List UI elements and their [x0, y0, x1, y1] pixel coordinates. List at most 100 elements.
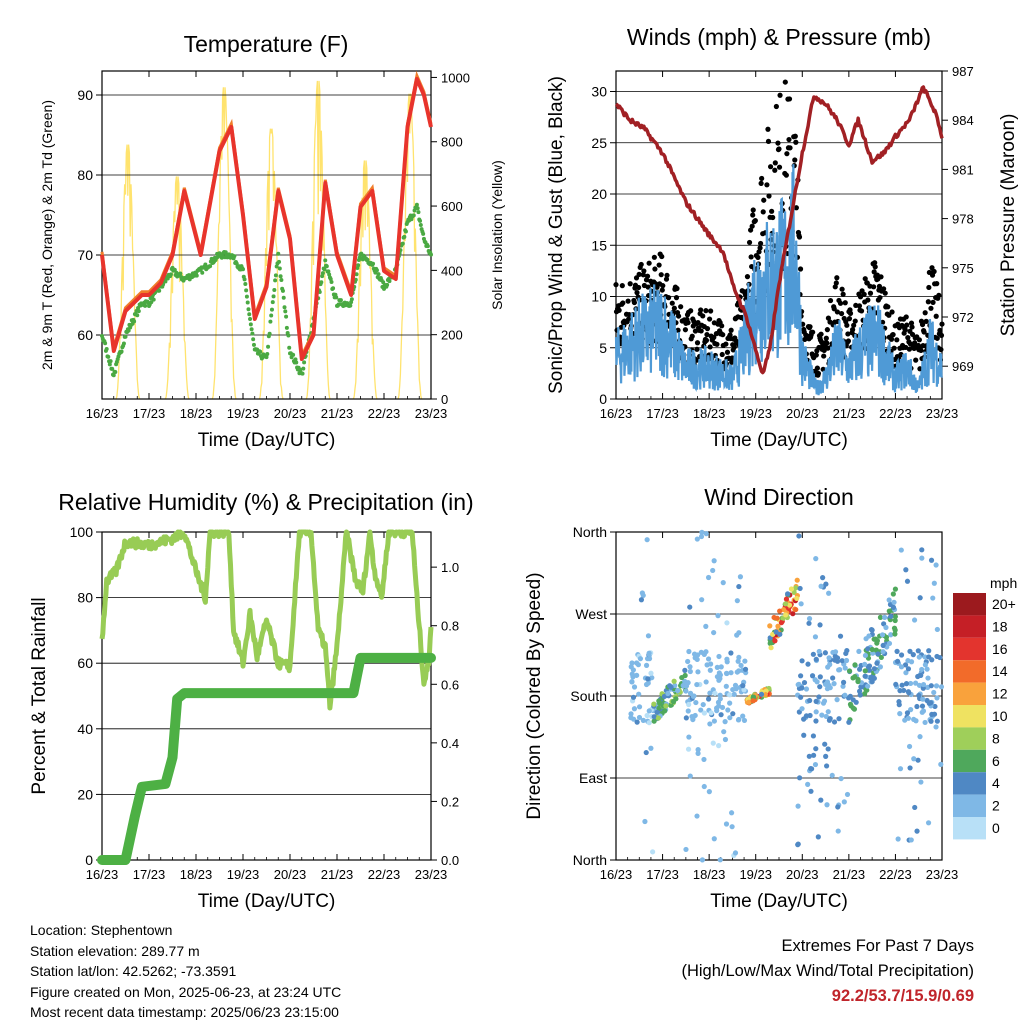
x-axis-label: Time (Day/UTC) — [710, 430, 848, 451]
direction-point — [806, 753, 812, 759]
direction-point — [717, 692, 723, 698]
direction-point — [698, 707, 704, 713]
direction-point — [928, 700, 934, 706]
direction-point — [712, 690, 718, 696]
direction-point — [741, 687, 747, 693]
gust-point — [916, 337, 922, 343]
gust-point — [659, 287, 665, 293]
direction-point — [886, 640, 893, 647]
gust-point — [925, 299, 931, 305]
y2-tick-label: 981 — [952, 162, 974, 177]
dewpoint-point — [300, 371, 305, 376]
direction-point — [813, 709, 819, 715]
gust-point — [658, 272, 664, 278]
direction-point — [646, 708, 652, 714]
legend-label: 14 — [992, 663, 1008, 679]
gust-point — [934, 335, 940, 341]
direction-point — [823, 713, 829, 720]
direction-point — [903, 567, 909, 573]
direction-point — [687, 664, 693, 670]
direction-point — [822, 681, 829, 687]
direction-point — [801, 679, 808, 686]
direction-point — [648, 670, 654, 676]
gust-point — [669, 300, 675, 306]
direction-point — [645, 633, 652, 639]
direction-point — [656, 698, 662, 704]
winds-pressure-panel: Winds (mph) & Pressure (mb) 0 5 10 15 20 25 30 9… — [546, 24, 1019, 451]
direction-point — [925, 675, 931, 681]
direction-point — [813, 556, 819, 562]
dewpoint-point — [248, 322, 253, 327]
legend-swatch — [953, 817, 986, 840]
y2-tick-label: 1000 — [441, 70, 470, 85]
gust-point — [752, 218, 758, 224]
x-tick-label: 18/23 — [180, 867, 213, 882]
gust-point — [833, 280, 839, 286]
dewpoint-point — [267, 331, 272, 336]
gust-point — [694, 346, 700, 352]
dewpoint-point — [157, 288, 162, 293]
direction-point — [724, 670, 730, 677]
direction-point — [819, 712, 825, 718]
solar-series — [305, 80, 331, 400]
chart-title: Winds (mph) & Pressure (mb) — [627, 24, 931, 50]
direction-point — [646, 720, 652, 726]
gust-point — [765, 126, 771, 132]
gust-point — [886, 312, 892, 318]
direction-point — [890, 604, 897, 610]
direction-point — [907, 765, 913, 771]
direction-point — [775, 623, 781, 629]
direction-point — [683, 715, 689, 721]
direction-point — [750, 698, 756, 704]
gust-point — [767, 164, 774, 170]
direction-point — [835, 828, 841, 834]
direction-point — [932, 703, 938, 710]
direction-point — [740, 683, 746, 689]
gust-point — [627, 281, 633, 287]
direction-point — [783, 596, 790, 602]
extremes-box: Extremes For Past 7 Days (High/Low/Max W… — [681, 934, 974, 1009]
direction-point — [846, 668, 853, 674]
gust-point — [613, 282, 619, 288]
direction-point — [795, 682, 801, 688]
direction-point — [710, 567, 716, 574]
x-tick-label: 23/23 — [415, 406, 448, 421]
dewpoint-point — [302, 360, 307, 365]
gust-point — [758, 180, 764, 186]
direction-point — [911, 617, 918, 623]
direction-point — [643, 662, 650, 668]
direction-point — [933, 724, 939, 730]
direction-point — [806, 616, 813, 622]
gust-point — [782, 79, 788, 85]
y-tick-label: 15 — [591, 237, 607, 253]
direction-point — [821, 698, 828, 704]
direction-point — [842, 665, 848, 671]
direction-point — [919, 666, 925, 673]
y2-tick-label: 975 — [952, 261, 974, 276]
dewpoint-point — [108, 359, 113, 364]
gust-point — [678, 304, 684, 310]
direction-point — [911, 756, 917, 762]
direction-point — [924, 666, 930, 672]
direction-point — [728, 650, 734, 656]
gust-point — [748, 254, 754, 260]
dewpoint-point — [132, 319, 137, 324]
gust-point — [815, 370, 822, 377]
gust-point — [636, 271, 642, 277]
gust-point — [708, 308, 714, 314]
y-tick-label: 60 — [77, 327, 93, 343]
direction-point — [727, 700, 733, 706]
gust-point — [876, 283, 883, 289]
dewpoint-point — [331, 286, 336, 291]
direction-point — [808, 788, 814, 794]
direction-point — [711, 629, 717, 636]
gust-point — [939, 321, 945, 327]
direction-point — [682, 672, 688, 679]
legend-swatch — [953, 593, 986, 616]
direction-point — [886, 608, 892, 614]
direction-point — [799, 685, 805, 691]
direction-point — [914, 703, 920, 710]
direction-point — [671, 678, 677, 684]
gust-point — [651, 254, 657, 260]
direction-point — [730, 686, 736, 693]
